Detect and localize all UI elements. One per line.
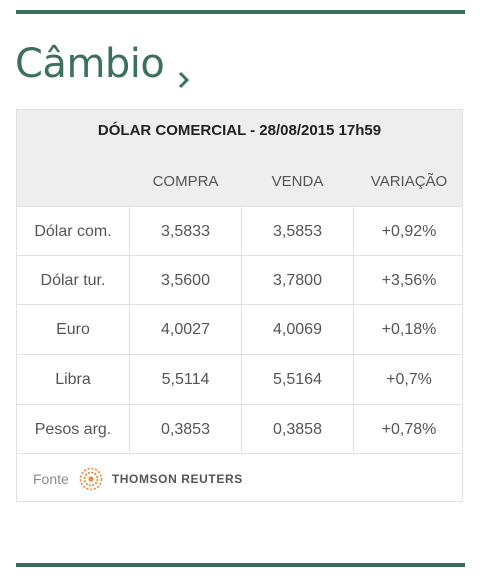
- table-header: DÓLAR COMERCIAL - 28/08/2015 17h59 COMPR…: [17, 110, 462, 206]
- change-value: +0,18%: [381, 320, 437, 338]
- section-title-link[interactable]: Câmbio: [15, 38, 192, 90]
- buy-rate: 0,3853: [161, 420, 210, 438]
- table-row: Euro 4,0027 4,0069 +0,18%: [17, 304, 462, 354]
- table-caption: DÓLAR COMERCIAL - 28/08/2015 17h59: [97, 122, 382, 139]
- bottom-divider: [16, 563, 465, 567]
- currency-name: Euro: [56, 320, 90, 338]
- change-value: +3,56%: [381, 271, 437, 289]
- currency-name: Libra: [55, 370, 91, 388]
- currency-name: Dólar tur.: [40, 271, 106, 289]
- table-row: Dólar com. 3,5833 3,5853 +0,92%: [17, 206, 462, 256]
- sell-rate: 5,5164: [273, 370, 322, 388]
- change-value: +0,78%: [381, 420, 437, 438]
- section-title: Câmbio: [15, 41, 165, 87]
- change-value: +0,7%: [386, 370, 432, 388]
- table-row: Dólar tur. 3,5600 3,7800 +3,56%: [17, 255, 462, 305]
- top-divider: [16, 10, 465, 14]
- chevron-right-icon: [176, 56, 192, 89]
- change-value: +0,92%: [381, 222, 437, 240]
- buy-rate: 5,5114: [161, 370, 210, 388]
- sell-rate: 3,7800: [273, 271, 322, 289]
- source-brand: THOMSON REUTERS: [111, 471, 243, 486]
- buy-rate: 3,5600: [161, 271, 210, 289]
- table-row: Pesos arg. 0,3853 0,3858 +0,78%: [17, 404, 462, 454]
- exchange-rate-table: DÓLAR COMERCIAL - 28/08/2015 17h59 COMPR…: [16, 109, 463, 502]
- source-label: Fonte: [33, 470, 69, 487]
- sell-rate: 0,3858: [273, 420, 322, 438]
- column-header-sell: VENDA: [271, 173, 324, 190]
- sell-rate: 4,0069: [273, 320, 322, 338]
- column-header-change: VARIAÇÃO: [370, 173, 448, 190]
- currency-name: Dólar com.: [34, 222, 112, 240]
- sell-rate: 3,5853: [273, 222, 322, 240]
- buy-rate: 4,0027: [161, 320, 210, 338]
- currency-name: Pesos arg.: [34, 420, 112, 438]
- data-source: Fonte THOMSON REUTERS: [17, 453, 462, 503]
- buy-rate: 3,5833: [161, 222, 210, 240]
- thomson-reuters-logo-icon: [79, 467, 103, 491]
- column-header-buy: COMPRA: [152, 173, 219, 190]
- table-row: Libra 5,5114 5,5164 +0,7%: [17, 354, 462, 404]
